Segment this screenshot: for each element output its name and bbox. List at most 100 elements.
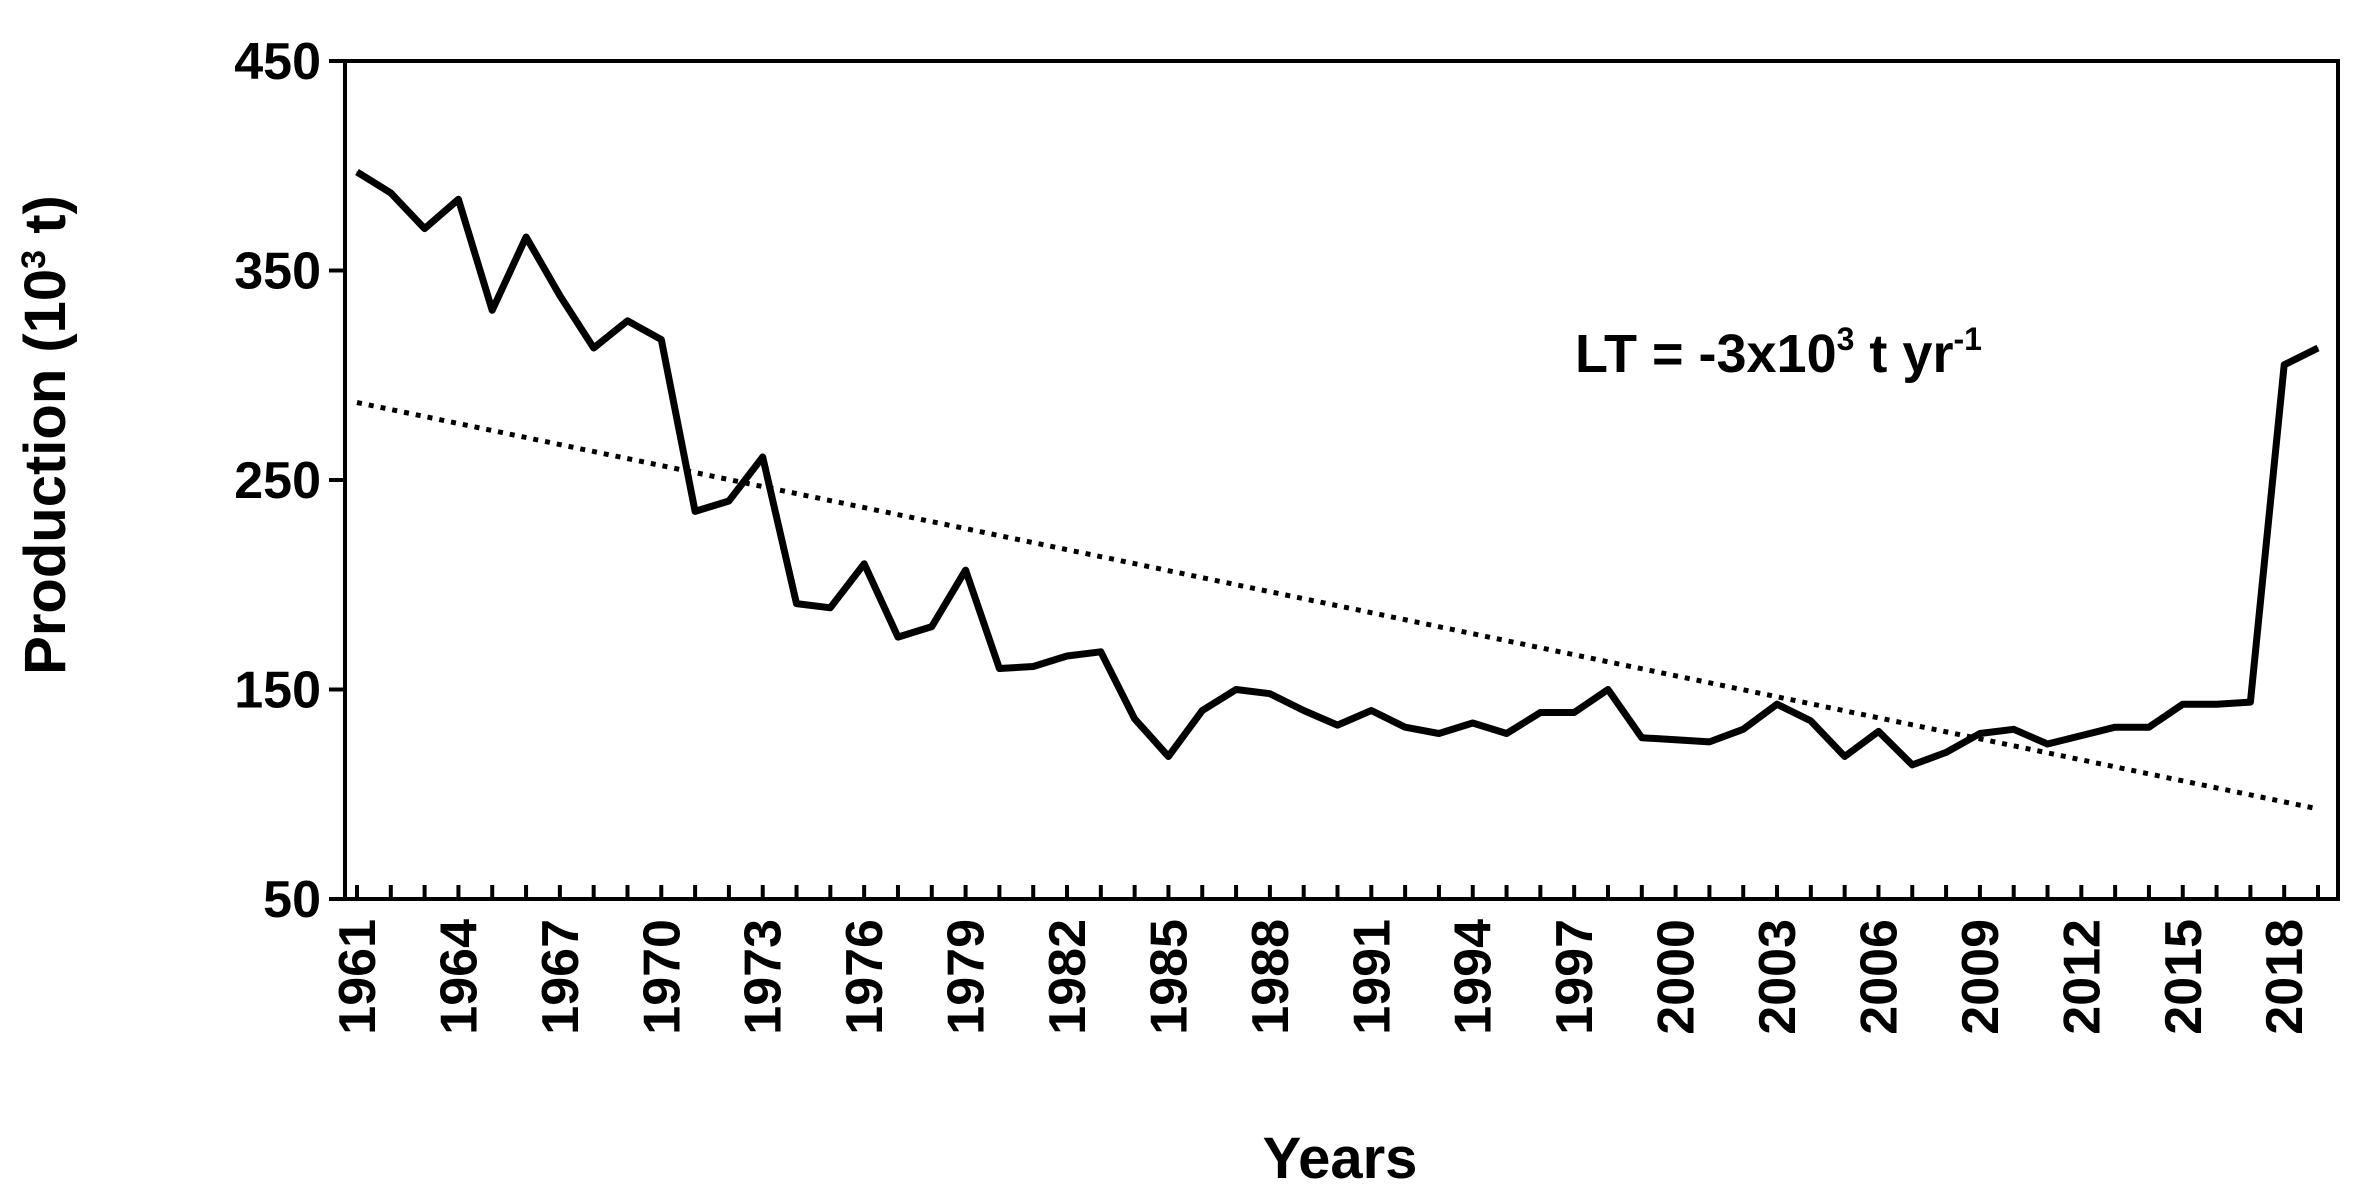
data-point <box>762 456 764 458</box>
data-point <box>2013 728 2015 730</box>
y-tick-label: 50 <box>263 871 321 929</box>
y-axis-ticks: 50 150 250 350 450 <box>234 33 345 929</box>
plot-area <box>343 59 2340 901</box>
data-point <box>931 626 933 628</box>
data-point <box>593 347 595 349</box>
data-point <box>897 636 899 638</box>
data-point <box>2114 726 2116 728</box>
x-axis-ticks: 1961 1964 1967 1970 1973 1976 1979 1982 1985 1988… <box>329 885 2320 1035</box>
y-axis-title: Production (103 t) <box>13 195 78 675</box>
data-point <box>1472 722 1474 724</box>
y-tick-label: 450 <box>234 33 321 91</box>
x-tick-label: 1970 <box>633 919 691 1035</box>
data-point <box>1945 751 1947 753</box>
x-tick-label: 1982 <box>1039 919 1097 1035</box>
data-point <box>1303 709 1305 711</box>
data-point <box>424 228 426 230</box>
data-point <box>1404 726 1406 728</box>
y-tick-label: 150 <box>234 662 321 720</box>
data-point <box>1641 737 1643 739</box>
x-tick-label: 2009 <box>1952 919 2010 1035</box>
data-point <box>1844 756 1846 758</box>
x-tick-label: 1967 <box>532 919 590 1035</box>
x-tick-label: 2003 <box>1749 919 1807 1035</box>
data-point <box>2249 701 2251 703</box>
x-tick-label: 2018 <box>2256 919 2314 1035</box>
x-tick-label: 2015 <box>2155 919 2213 1035</box>
data-point <box>965 569 967 571</box>
x-tick-label: 1991 <box>1343 919 1401 1035</box>
data-point <box>2148 726 2150 728</box>
data-point <box>1066 655 1068 657</box>
data-point <box>796 603 798 605</box>
data-point <box>1032 665 1034 667</box>
x-tick-label: 2012 <box>2053 919 2111 1035</box>
data-point <box>728 500 730 502</box>
data-point <box>2283 364 2285 366</box>
data-point <box>1438 732 1440 734</box>
data-point <box>694 510 696 512</box>
x-tick-label: 1997 <box>1546 919 1604 1035</box>
series-layer <box>355 169 2320 812</box>
trend-annotation-mid: t yr <box>1854 324 1953 384</box>
data-point <box>1370 709 1372 711</box>
data-point <box>626 320 628 322</box>
data-point <box>390 192 392 194</box>
data-point <box>1877 730 1879 732</box>
data-point <box>1607 689 1609 690</box>
data-point <box>863 563 865 565</box>
data-point <box>1708 741 1710 743</box>
production-line <box>355 169 2320 769</box>
data-point <box>2080 735 2082 737</box>
data-point <box>1201 709 1203 711</box>
y-axis-title-main: Production (10 <box>13 269 78 675</box>
data-point <box>1810 720 1812 722</box>
data-point <box>660 339 662 341</box>
data-point <box>491 309 493 311</box>
data-point <box>356 171 358 173</box>
data-point <box>2317 347 2319 349</box>
data-point <box>525 236 527 238</box>
x-tick-label: 1985 <box>1140 919 1198 1035</box>
y-tick-label: 350 <box>234 243 321 301</box>
data-point <box>1269 693 1271 695</box>
data-point <box>1167 756 1169 758</box>
trend-annotation-sup1: 3 <box>1837 321 1855 357</box>
data-point <box>998 668 1000 670</box>
y-tick-label: 250 <box>234 452 321 510</box>
data-point <box>1675 739 1677 741</box>
x-tick-label: 1994 <box>1445 919 1503 1035</box>
x-tick-label: 2000 <box>1648 919 1706 1035</box>
x-tick-label: 1988 <box>1242 919 1300 1035</box>
data-point <box>1776 703 1778 705</box>
trend-line <box>356 400 2319 812</box>
data-point <box>1134 718 1136 720</box>
y-axis-title-sup: 3 <box>15 250 53 269</box>
data-point <box>1100 651 1102 653</box>
data-point <box>1506 732 1508 734</box>
trend-annotation-main: LT = -3x10 <box>1575 324 1837 384</box>
data-point <box>1911 764 1913 766</box>
data-point <box>457 198 459 200</box>
x-tick-label: 1964 <box>430 919 488 1035</box>
x-tick-label: 2006 <box>1850 919 1908 1035</box>
data-point <box>1235 689 1237 690</box>
x-tick-label: 1979 <box>938 919 996 1035</box>
y-axis-title-tail: t) <box>13 195 78 250</box>
trend-annotation-sup2: -1 <box>1953 321 1981 357</box>
x-tick-label: 1973 <box>735 919 793 1035</box>
data-point <box>1573 712 1575 714</box>
data-point <box>559 295 561 297</box>
data-point <box>2216 703 2218 705</box>
data-point <box>1979 732 1981 734</box>
data-point <box>2047 743 2049 745</box>
x-axis-title: Years <box>1263 1126 1418 1191</box>
data-point <box>2182 703 2184 705</box>
x-tick-label: 1961 <box>329 919 387 1035</box>
data-point <box>1539 712 1541 714</box>
x-tick-label: 1976 <box>836 919 894 1035</box>
data-point <box>1337 724 1338 726</box>
data-point <box>829 607 831 609</box>
data-point <box>1742 728 1744 730</box>
